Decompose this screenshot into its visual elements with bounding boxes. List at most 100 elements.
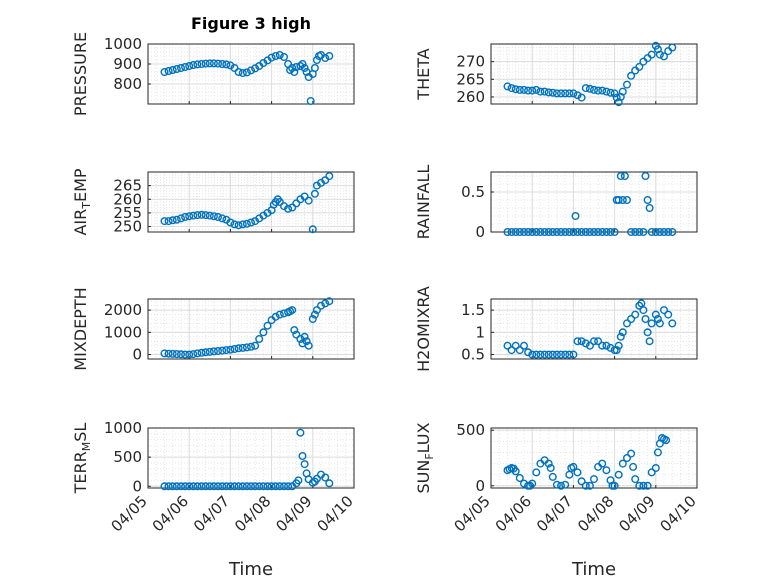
axes-box — [490, 298, 698, 360]
data-point — [594, 227, 603, 236]
data-point — [238, 482, 247, 491]
data-point — [548, 88, 557, 97]
data-point — [168, 349, 177, 358]
data-point — [310, 63, 319, 72]
data-point — [552, 89, 561, 98]
data-point — [598, 86, 607, 95]
data-point — [197, 348, 206, 357]
data-point — [645, 337, 654, 346]
data-point — [511, 85, 520, 94]
data-point — [288, 63, 297, 72]
y-axis-label: PRESSURE — [71, 32, 90, 116]
y-tick-label: 1000 — [104, 419, 142, 437]
data-point — [304, 196, 313, 205]
data-point — [577, 477, 586, 486]
data-point — [218, 60, 227, 69]
data-point — [193, 211, 202, 220]
data-point — [193, 60, 202, 69]
data-point — [234, 344, 243, 353]
data-point — [620, 171, 629, 180]
data-point — [618, 459, 627, 468]
data-point — [561, 350, 570, 359]
data-point — [655, 319, 664, 328]
plot-area — [491, 428, 697, 488]
data-point — [569, 350, 578, 359]
data-point — [205, 211, 214, 220]
data-point — [292, 330, 301, 339]
plot-area — [491, 172, 697, 232]
data-point — [193, 482, 202, 491]
y-tick-label: 270 — [456, 53, 485, 71]
data-point — [160, 482, 169, 491]
data-point — [618, 195, 627, 204]
y-tick-label: 265 — [456, 70, 485, 88]
data-point — [643, 195, 652, 204]
data-point — [645, 203, 654, 212]
data-point — [205, 347, 214, 356]
data-point — [176, 214, 185, 223]
subplot-1: 800 900 1000 PRESSURE — [71, 32, 355, 116]
data-point — [623, 319, 632, 328]
data-point — [581, 227, 590, 236]
x-tick-label: 04/09 — [615, 492, 658, 535]
y-axis-label: AIRTEMP — [71, 168, 93, 235]
y-tick-label: 500 — [113, 448, 142, 466]
data-point — [242, 482, 251, 491]
data-point — [520, 85, 529, 94]
data-point — [614, 195, 623, 204]
x-tick-label: 04/05 — [451, 492, 494, 535]
data-point — [251, 64, 260, 73]
data-point — [647, 468, 656, 477]
data-point — [222, 60, 231, 69]
data-point — [585, 227, 594, 236]
data-point — [651, 310, 660, 319]
data-point — [160, 67, 169, 76]
figure-title: Figure 3 high — [191, 14, 311, 33]
data-point — [288, 306, 297, 315]
data-point — [298, 452, 307, 461]
y-axis-label: THETA — [414, 48, 433, 100]
data-point — [172, 350, 181, 359]
y-axis-label: TERRMSL — [71, 423, 93, 495]
data-point — [286, 65, 295, 74]
data-point — [544, 350, 553, 359]
data-point — [172, 215, 181, 224]
data-point — [627, 315, 636, 324]
data-point — [557, 350, 566, 359]
data-point — [602, 341, 611, 350]
data-point — [655, 50, 664, 59]
axes-box — [490, 427, 698, 489]
data-point — [511, 227, 520, 236]
data-point — [641, 171, 650, 180]
data-point — [618, 328, 627, 337]
data-point — [503, 341, 512, 350]
data-point — [536, 87, 545, 96]
data-point — [181, 212, 190, 221]
data-point — [312, 306, 321, 315]
data-point — [515, 227, 524, 236]
x-tick-label: 04/07 — [190, 492, 233, 535]
data-point — [581, 84, 590, 93]
data-point — [503, 82, 512, 91]
data-point — [176, 350, 185, 359]
data-point — [302, 337, 311, 346]
data-point — [213, 347, 222, 356]
data-point — [267, 53, 276, 62]
data-point — [168, 482, 177, 491]
data-point — [581, 339, 590, 348]
data-point — [577, 337, 586, 346]
data-point — [532, 227, 541, 236]
data-point — [635, 301, 644, 310]
data-point — [546, 464, 555, 473]
data-point — [668, 43, 677, 52]
data-point — [594, 337, 603, 346]
y-tick-label: 900 — [113, 55, 142, 73]
data-point — [524, 86, 533, 95]
data-point — [606, 88, 615, 97]
data-point — [185, 350, 194, 359]
data-point — [263, 321, 272, 330]
axes-box — [147, 427, 355, 489]
data-point — [528, 479, 537, 488]
x-tick-label: 04/08 — [231, 492, 274, 535]
data-point — [532, 350, 541, 359]
